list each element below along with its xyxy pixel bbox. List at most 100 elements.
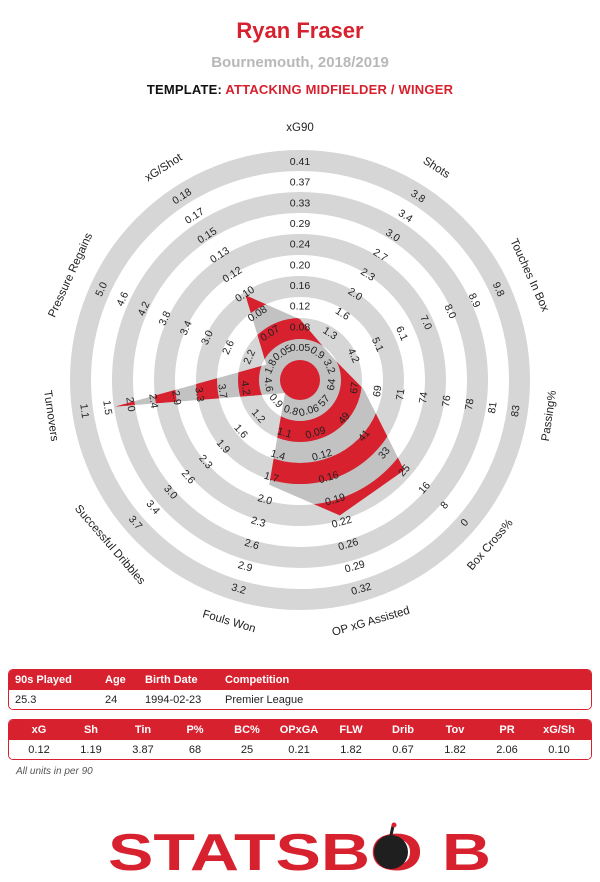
table-cell: 3.87	[132, 744, 154, 756]
radar-axis-label: Passing%	[540, 390, 559, 442]
stats-table: xG Sh Tin P% BC% OPxGA FLW Drib Tov PR xG/Sh 0.12 1…	[8, 719, 592, 760]
table-cell: 0.21	[288, 744, 310, 756]
bomb-spark-icon	[391, 822, 397, 828]
radar-tick-label: 3.3	[192, 386, 206, 402]
table-header-cell: Drib	[392, 724, 414, 736]
table-header-cell: Birth Date	[145, 674, 198, 686]
table-cell: 1.82	[444, 744, 466, 756]
table-cell: 0.67	[392, 744, 414, 756]
radar-axis-label: xG90	[286, 122, 314, 134]
radar-axis-label: Shots	[421, 155, 452, 181]
info-table: 90s Played Age Birth Date Competition 25.3 2…	[8, 669, 592, 710]
team-season: Bournemouth, 2018/2019	[211, 54, 389, 71]
radar-tick-label: 0.05	[290, 342, 311, 354]
radar-tick-label: 0.09	[304, 424, 327, 441]
radar-tick-label: 2.0	[256, 492, 274, 508]
table-header-cell: xG	[31, 724, 47, 736]
radar-tick-label: 2.3	[249, 514, 267, 530]
radar-tick-label: 78	[463, 398, 477, 411]
radar-tick-label: 3.0	[199, 328, 216, 346]
radar-tick-label: 0.22	[330, 514, 353, 531]
radar-tick-label: 0.12	[311, 447, 334, 464]
template-line: TEMPLATE: ATTACKING MIDFIELDER / WINGER	[0, 82, 600, 97]
radar-tick-label: 3.2	[321, 358, 338, 376]
table-cell: 0.12	[28, 744, 50, 756]
table-cell: 25.3	[15, 694, 37, 706]
radar-centre	[280, 360, 320, 400]
table-header-cell: Sh	[83, 724, 99, 736]
radar-ring	[154, 234, 446, 526]
radar-tick-label: 4.2	[238, 380, 252, 396]
radar-tick-label: 7.0	[417, 313, 434, 331]
radar-axis-label: OP xG Assisted	[331, 605, 411, 639]
radar-tick-label: 0.16	[290, 280, 311, 292]
radar-axis-label: xG/Shot	[143, 151, 185, 184]
table-header-cell: OPxGA	[279, 724, 319, 736]
radar-ring	[70, 150, 530, 610]
table-header-cell: Tin	[134, 724, 152, 736]
table-cell: 24	[105, 694, 118, 706]
table-cell: 25	[240, 744, 254, 756]
radar-tick-label: 4.2	[345, 347, 362, 365]
radar-tick-label: 0.24	[290, 239, 311, 251]
radar-tick-label: 0.32	[350, 581, 373, 598]
radar-tick-label: 0.06	[298, 402, 321, 419]
radar-tick-label: 2.6	[243, 537, 261, 553]
radar-tick-label: 81	[486, 401, 500, 414]
radar-chart: 0.05 0.08 0.12 0.16 0.20 0.24 0.29 0.33 0.37 0.41…	[41, 122, 559, 639]
radar-tick-label: 67	[348, 381, 362, 394]
table-header-cell: P%	[186, 724, 204, 736]
info-table-header: 90s Played Age Birth Date Competition	[9, 670, 591, 690]
radar-tick-label: 8.0	[442, 302, 459, 320]
radar-tick-label: 1.1	[77, 403, 91, 419]
radar-tick-label: 83	[509, 404, 523, 417]
radar-tick-label: 2.9	[236, 559, 254, 575]
radar-tick-label: 0.41	[290, 156, 311, 168]
radar-highlight-band	[238, 318, 362, 442]
table-cell: 1.19	[80, 744, 102, 756]
radar-tick-label: 74	[417, 391, 431, 404]
radar-tick-label: 0.33	[290, 197, 311, 209]
radar-tick-label: 8.9	[466, 291, 483, 309]
table-header-cell: 90s Played	[15, 674, 72, 686]
table-header-cell: Age	[105, 674, 126, 686]
radar-tick-label: 5.1	[369, 335, 386, 353]
table-header-cell: FLW	[339, 724, 363, 736]
radar-tick-label: 0.29	[290, 218, 311, 230]
radar-tick-label: 3.7	[215, 383, 229, 399]
radar-tick-label: 1.4	[269, 447, 287, 463]
radar-ring	[112, 192, 488, 568]
radar-tick-label: 1.7	[263, 470, 281, 486]
radar-tick-label: 64	[325, 378, 339, 391]
table-cell: 0.10	[548, 744, 570, 756]
table-cell: 68	[188, 744, 202, 756]
radar-tick-label: 0.29	[343, 558, 366, 575]
table-cell: Premier League	[225, 694, 304, 706]
radar-tick-label: 3.2	[230, 581, 248, 597]
stats-table-row: 0.12 1.19 3.87 68 25 0.21 1.82 0.67 1.82 2.06 0.10	[9, 740, 591, 759]
bomb-icon	[374, 835, 408, 869]
radar-tick-label: 0.37	[290, 177, 311, 189]
table-header-cell: xG/Sh	[543, 724, 575, 736]
radar-tick-label: 3.4	[178, 319, 195, 337]
radar-tick-label: 71	[394, 388, 408, 401]
table-cell: 2.06	[496, 744, 518, 756]
statsbomb-logo: STATSBO B	[108, 822, 498, 882]
table-header-cell: BC%	[234, 724, 260, 736]
radar-axis-label: Turnovers	[41, 390, 60, 443]
radar-tick-label: 2.4	[146, 393, 160, 409]
radar-tick-label: 2.9	[169, 390, 183, 406]
radar-tick-label: 4.6	[261, 377, 275, 393]
radar-tick-label: 5.0	[93, 280, 110, 298]
info-table-row: 25.3 24 1994-02-23 Premier League	[9, 690, 591, 709]
table-cell: 1994-02-23	[145, 694, 202, 706]
radar-tick-label: 1.1	[276, 425, 294, 441]
bomb-fuse-icon	[389, 825, 395, 836]
radar-tick-label: 0.20	[290, 259, 311, 271]
stats-table-header: xG Sh Tin P% BC% OPxGA FLW Drib Tov PR xG/Sh	[9, 720, 591, 740]
player-name: Ryan Fraser	[236, 18, 364, 43]
logo-text: STATSBO B	[108, 824, 491, 877]
radar-tick-label: 0.8	[282, 403, 300, 419]
radar-tick-label: 6.1	[393, 324, 410, 342]
radar-axis-label: Fouls Won	[201, 608, 257, 635]
